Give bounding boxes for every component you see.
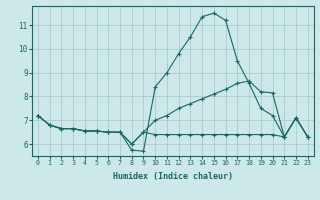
X-axis label: Humidex (Indice chaleur): Humidex (Indice chaleur) [113, 172, 233, 181]
